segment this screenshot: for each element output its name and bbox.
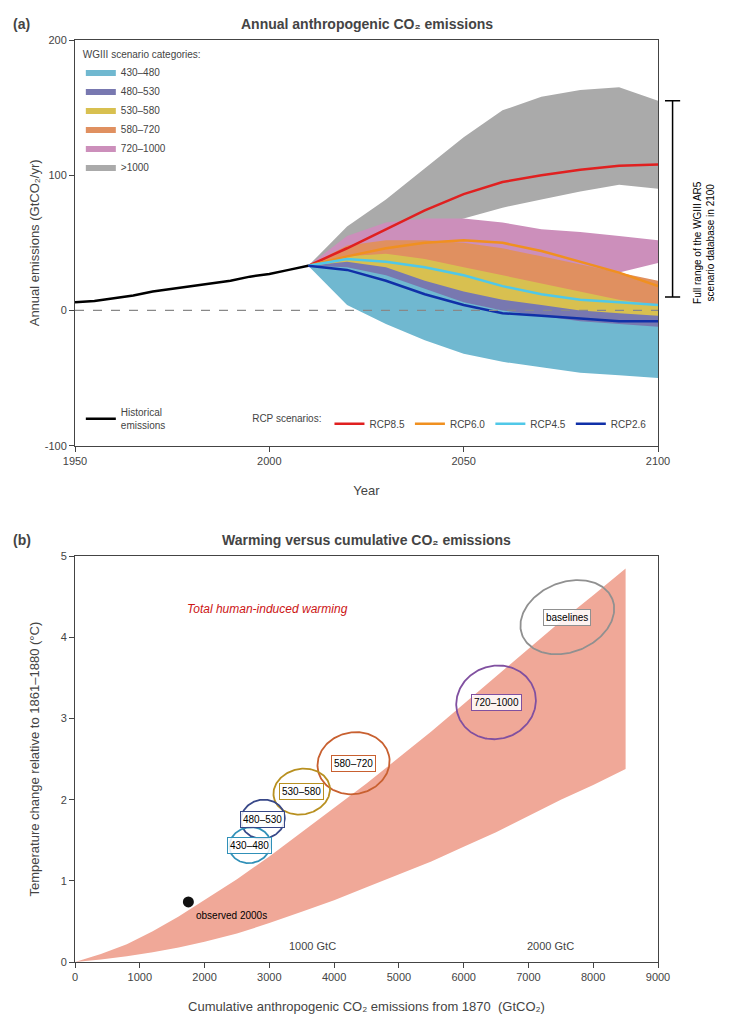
svg-text:480–530: 480–530 (121, 86, 160, 97)
svg-text:720–1000: 720–1000 (474, 697, 519, 708)
svg-text:(a): (a) (13, 16, 30, 32)
svg-text:580–720: 580–720 (334, 758, 373, 769)
svg-text:Warming versus cumulative CO₂: Warming versus cumulative CO₂ emissions (222, 532, 511, 548)
svg-text:430–480: 430–480 (230, 840, 269, 851)
svg-text:5: 5 (61, 550, 67, 562)
svg-text:1: 1 (61, 875, 67, 887)
svg-text:5000: 5000 (387, 971, 411, 983)
svg-text:0: 0 (61, 956, 67, 968)
svg-text:Historicalemissions: Historicalemissions (121, 407, 165, 431)
svg-text:9000: 9000 (646, 971, 670, 983)
svg-text:7000: 7000 (516, 971, 540, 983)
svg-text:1950: 1950 (63, 455, 87, 467)
svg-text:480–530: 480–530 (243, 814, 282, 825)
svg-text:Full range of the WGIII AR5sce: Full range of the WGIII AR5scenario data… (692, 181, 716, 304)
svg-text:580–720: 580–720 (121, 124, 160, 135)
svg-text:Year: Year (353, 483, 380, 498)
svg-text:720–1000: 720–1000 (121, 143, 166, 154)
svg-text:(b): (b) (13, 532, 31, 548)
svg-text:0: 0 (61, 304, 67, 316)
svg-text:430–480: 430–480 (121, 67, 160, 78)
svg-text:Temperature change relative to: Temperature change relative to 1861–1880… (27, 622, 42, 897)
svg-text:2: 2 (61, 794, 67, 806)
svg-text:RCP2.6: RCP2.6 (611, 419, 646, 430)
svg-text:WGIII scenario categories:: WGIII scenario categories: (83, 49, 201, 60)
svg-text:-100: -100 (45, 440, 67, 452)
svg-text:observed 2000s: observed 2000s (196, 910, 267, 921)
svg-text:3000: 3000 (257, 971, 281, 983)
svg-text:baselines: baselines (546, 612, 588, 623)
svg-text:2100: 2100 (646, 455, 670, 467)
svg-text:4: 4 (61, 631, 67, 643)
svg-text:100: 100 (48, 169, 66, 181)
svg-text:RCP8.5: RCP8.5 (369, 419, 404, 430)
svg-text:530–580: 530–580 (121, 105, 160, 116)
svg-text:Annual anthropogenic CO₂ emiss: Annual anthropogenic CO₂ emissions (241, 16, 493, 32)
svg-text:530–580: 530–580 (282, 786, 321, 797)
svg-text:1000 GtC: 1000 GtC (289, 940, 336, 952)
svg-text:RCP scenarios:: RCP scenarios: (252, 413, 321, 424)
svg-text:RCP4.5: RCP4.5 (530, 419, 565, 430)
svg-text:2000: 2000 (192, 971, 216, 983)
svg-text:3: 3 (61, 712, 67, 724)
svg-text:200: 200 (48, 34, 66, 46)
svg-text:Annual emissions (GtCO₂/yr): Annual emissions (GtCO₂/yr) (27, 159, 42, 326)
svg-text:4000: 4000 (322, 971, 346, 983)
svg-text:>1000: >1000 (121, 162, 150, 173)
svg-text:6000: 6000 (451, 971, 475, 983)
svg-text:2050: 2050 (451, 455, 475, 467)
svg-text:2000: 2000 (257, 455, 281, 467)
svg-text:2000 GtC: 2000 GtC (527, 940, 574, 952)
svg-text:0: 0 (72, 971, 78, 983)
svg-text:Cumulative anthropogenic CO₂ e: Cumulative anthropogenic CO₂ emissions f… (188, 999, 545, 1014)
svg-text:8000: 8000 (581, 971, 605, 983)
svg-text:Total human-induced warming: Total human-induced warming (187, 602, 348, 616)
svg-text:RCP6.0: RCP6.0 (450, 419, 485, 430)
svg-text:1000: 1000 (128, 971, 152, 983)
